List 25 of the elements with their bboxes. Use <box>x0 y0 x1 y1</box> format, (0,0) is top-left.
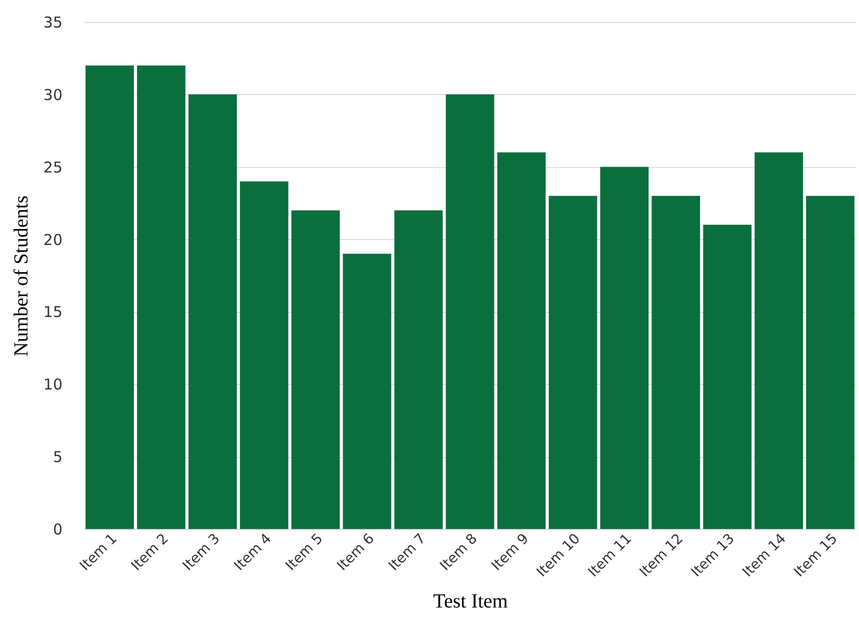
y-tick-label: 20 <box>43 230 62 249</box>
bar <box>497 152 546 529</box>
bar <box>703 224 752 529</box>
y-tick-label: 35 <box>43 14 62 32</box>
bar <box>291 210 340 529</box>
bar <box>394 210 443 529</box>
y-axis-title: Number of Students <box>10 195 32 357</box>
bar <box>600 166 649 529</box>
y-tick-label: 25 <box>43 158 62 176</box>
y-tick-label: 0 <box>52 520 62 538</box>
y-tick-label: 15 <box>43 303 62 322</box>
bar <box>86 65 134 529</box>
bar <box>806 196 854 529</box>
y-tick-label: 10 <box>43 376 62 394</box>
bar <box>446 94 494 529</box>
bar <box>548 196 598 529</box>
bar <box>652 196 700 529</box>
bar <box>754 152 803 529</box>
y-tick-label: 30 <box>43 86 62 104</box>
bar <box>240 181 288 529</box>
bar <box>188 94 237 529</box>
y-tick-label: 5 <box>52 448 62 466</box>
bar <box>137 65 186 529</box>
bar <box>342 254 392 529</box>
x-axis-title: Test Item <box>433 590 508 613</box>
